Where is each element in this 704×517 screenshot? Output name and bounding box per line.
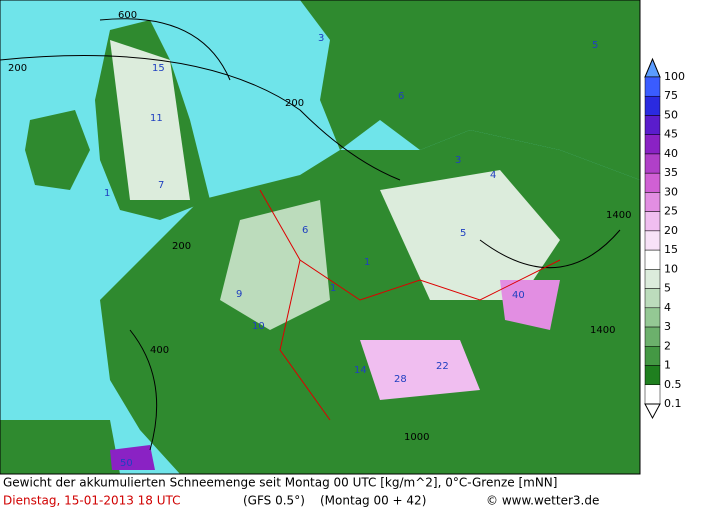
snow-label: 1 <box>104 188 110 199</box>
colorbar-label: 2 <box>664 339 671 352</box>
snow-cover <box>110 40 560 470</box>
snow-label: 10 <box>252 321 265 332</box>
snow-label: 1 <box>330 283 336 294</box>
borders <box>259 189 561 421</box>
colorbar-label: 5 <box>664 282 671 295</box>
colorbar-segment <box>644 365 661 386</box>
colorbar-label: 20 <box>664 224 678 237</box>
colorbar-segment <box>644 346 661 366</box>
colorbar-label: 4 <box>664 301 671 314</box>
colorbar-cap <box>644 57 661 78</box>
colorbar-segment <box>644 95 661 116</box>
footer-credit: © www.wetter3.de <box>486 494 599 508</box>
contour-label: 200 <box>8 63 27 74</box>
colorbar-segment <box>644 115 661 135</box>
snow-label: 22 <box>436 361 449 372</box>
snow-label: 4 <box>490 170 496 181</box>
snow-label: 5 <box>592 40 598 51</box>
contour-label: 400 <box>150 345 169 356</box>
colorbar-segment <box>644 134 661 155</box>
colorbar-label: 0.5 <box>664 378 682 391</box>
colorbar-segment <box>644 230 661 251</box>
colorbar-label: 40 <box>664 147 678 160</box>
snow-label: 6 <box>302 225 308 236</box>
snow-label: 14 <box>354 365 367 376</box>
colorbar-segment <box>644 76 661 97</box>
contour-label: 200 <box>285 98 304 109</box>
colorbar-label: 0.1 <box>664 397 682 410</box>
snow-label: 9 <box>236 289 242 300</box>
colorbar-cap <box>644 403 661 420</box>
snow-label: 50 <box>120 458 133 469</box>
footer-description: Gewicht der akkumulierten Schneemenge se… <box>3 476 557 490</box>
colorbar-label: 75 <box>664 89 678 102</box>
colorbar-segment <box>644 153 661 174</box>
colorbar-label: 30 <box>664 185 678 198</box>
contour-label: 1400 <box>606 210 631 221</box>
contour-label: 200 <box>172 241 191 252</box>
map-frame <box>0 0 641 475</box>
colorbar-label: 1 <box>664 359 671 372</box>
colorbar-segment <box>644 307 661 328</box>
snow-label: 7 <box>158 180 164 191</box>
contours <box>0 18 621 451</box>
snow-label: 5 <box>460 228 466 239</box>
colorbar-segment <box>644 288 661 309</box>
snow-label: 15 <box>152 63 165 74</box>
colorbar-label: 10 <box>664 262 678 275</box>
footer-date: Dienstag, 15-01-2013 18 UTC <box>3 494 181 508</box>
colorbar-segment <box>644 192 661 212</box>
colorbar-label: 100 <box>664 70 685 83</box>
snow-label: 11 <box>150 113 163 124</box>
colorbar-segment <box>644 269 661 289</box>
snow-label: 28 <box>394 374 407 385</box>
colorbar-segment <box>644 326 661 347</box>
colorbar-segment <box>644 172 661 193</box>
colorbar-segment <box>644 249 661 270</box>
colorbar-label: 3 <box>664 320 671 333</box>
contour-label: 600 <box>118 10 137 21</box>
colorbar: 100 75 50 45 40 35 30 25 20 15 10 5 4 3 2 1 0.5 0.1 <box>644 57 685 420</box>
snow-label: 3 <box>318 33 324 44</box>
footer-run: (Montag 00 + 42) <box>320 494 426 508</box>
colorbar-segment <box>644 211 661 232</box>
colorbar-label: 35 <box>664 166 678 179</box>
footer-model: (GFS 0.5°) <box>243 494 305 508</box>
snow-label: 40 <box>512 290 525 301</box>
colorbar-segment <box>644 384 661 405</box>
colorbar-label: 45 <box>664 128 678 141</box>
contour-label: 1400 <box>590 325 615 336</box>
colorbar-label: 15 <box>664 243 678 256</box>
colorbar-label: 25 <box>664 205 678 218</box>
contour-label: 1000 <box>404 432 429 443</box>
snow-label: 3 <box>455 155 461 166</box>
colorbar-label: 50 <box>664 108 678 121</box>
snow-label: 1 <box>364 257 370 268</box>
snow-label: 6 <box>398 91 404 102</box>
